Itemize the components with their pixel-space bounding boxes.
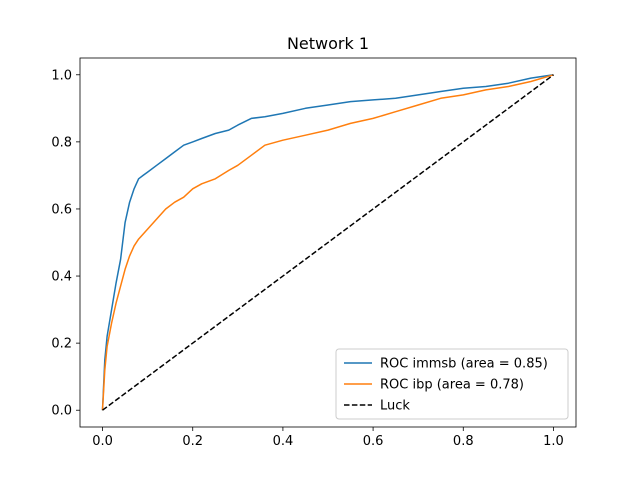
legend-label-0: ROC immsb (area = 0.85) bbox=[380, 357, 548, 372]
x-tick-label: 0.0 bbox=[92, 434, 113, 449]
y-tick-label: 0.4 bbox=[51, 270, 72, 285]
axes: 0.0 0.2 0.4 0.6 0.8 1.0 0.0 0.2 0.4 0.6 0.8 1.0 bbox=[51, 57, 577, 449]
x-tick-label: 0.4 bbox=[273, 434, 294, 449]
legend-box bbox=[335, 348, 569, 420]
series-line-2 bbox=[102, 74, 554, 411]
series-line-0 bbox=[101, 74, 554, 411]
x-tick-label: 0.6 bbox=[363, 434, 384, 449]
legend-label-2: Luck bbox=[380, 399, 410, 414]
x-tick-label: 0.8 bbox=[453, 434, 474, 449]
y-tick-label: 0.0 bbox=[51, 404, 72, 419]
chart-title: Network 1 bbox=[287, 34, 369, 53]
series-line-1 bbox=[101, 74, 554, 411]
x-tick-label: 0.2 bbox=[182, 434, 203, 449]
legend: ROC immsb (area = 0.85) ROC ibp (area = 0… bbox=[335, 348, 569, 420]
plot-area bbox=[101, 74, 554, 411]
axes-frame bbox=[79, 57, 577, 428]
y-tick-label: 0.2 bbox=[51, 337, 72, 352]
y-tick-label: 0.8 bbox=[51, 135, 72, 150]
legend-label-1: ROC ibp (area = 0.78) bbox=[380, 378, 524, 393]
y-tick-label: 1.0 bbox=[51, 68, 72, 83]
y-tick-label: 0.6 bbox=[51, 202, 72, 217]
x-tick-label: 1.0 bbox=[543, 434, 564, 449]
